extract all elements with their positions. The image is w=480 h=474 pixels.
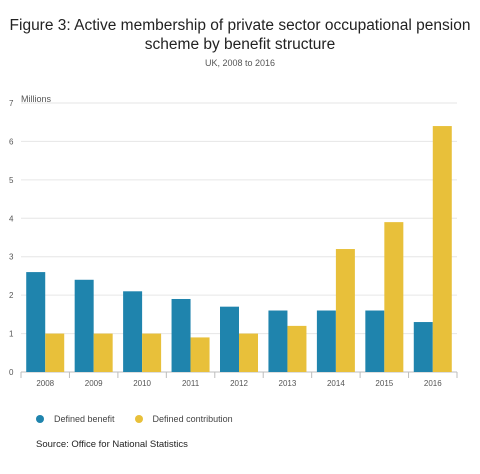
y-tick-label-6: 6 (9, 137, 14, 146)
bar-defined-contribution-2014 (335, 249, 355, 372)
bar-defined-contribution-2010 (142, 333, 162, 372)
bar-defined-contribution-2016 (432, 126, 452, 372)
x-tick-label-2011: 2011 (182, 379, 200, 388)
legend-item-defined-contribution: Defined contribution (134, 414, 233, 424)
bar-defined-benefit-2011 (171, 298, 191, 372)
x-tick-label-2009: 2009 (85, 379, 103, 388)
legend-label-defined-contribution: Defined contribution (152, 414, 233, 424)
chart-title-line-2: scheme by benefit structure (144, 36, 336, 53)
bar-defined-benefit-2014 (316, 310, 336, 372)
x-tick-label-2016: 2016 (424, 379, 442, 388)
bar-defined-benefit-2009 (74, 279, 94, 372)
bar-defined-contribution-2008 (45, 333, 65, 372)
y-tick-label-7: 7 (9, 99, 14, 108)
y-tick-label-4: 4 (9, 214, 14, 223)
y-tick-label-1: 1 (9, 330, 14, 339)
y-axis-units-label: Millions (21, 94, 52, 104)
legend: Defined benefit Defined contribution (36, 414, 253, 424)
y-tick-label-0: 0 (9, 368, 14, 377)
x-tick-label-2008: 2008 (36, 379, 54, 388)
y-tick-label-2: 2 (9, 291, 14, 300)
chart-title-line-1: Figure 3: Active membership of private s… (9, 17, 471, 34)
x-tick-label-2014: 2014 (327, 379, 345, 388)
chart-subtitle: UK, 2008 to 2016 (204, 58, 276, 68)
bar-defined-benefit-2012 (220, 306, 239, 372)
bar-defined-benefit-2008 (26, 272, 46, 372)
bar-defined-benefit-2013 (268, 310, 288, 372)
legend-label-defined-benefit: Defined benefit (54, 414, 115, 424)
bar-defined-contribution-2015 (384, 222, 404, 372)
bar-defined-benefit-2016 (413, 322, 433, 372)
legend-swatch-defined-benefit (36, 415, 44, 423)
bar-defined-contribution-2009 (93, 333, 113, 372)
source-note: Source: Office for National Statistics (36, 439, 188, 450)
bar-defined-contribution-2011 (190, 337, 210, 372)
x-tick-label-2015: 2015 (375, 379, 393, 388)
y-tick-label-3: 3 (9, 253, 14, 262)
x-tick-label-2010: 2010 (133, 379, 151, 388)
legend-swatch-defined-contribution (134, 415, 143, 423)
bar-defined-contribution-2013 (287, 325, 307, 372)
y-tick-label-5: 5 (9, 176, 14, 185)
x-tick-label-2012: 2012 (230, 379, 248, 388)
bar-defined-benefit-2010 (123, 291, 143, 372)
legend-item-defined-benefit: Defined benefit (36, 414, 115, 424)
x-tick-label-2013: 2013 (279, 379, 297, 388)
chart-title: Figure 3: Active membership of private s… (0, 16, 480, 54)
bar-defined-benefit-2015 (365, 310, 385, 372)
bar-defined-contribution-2012 (239, 333, 258, 372)
